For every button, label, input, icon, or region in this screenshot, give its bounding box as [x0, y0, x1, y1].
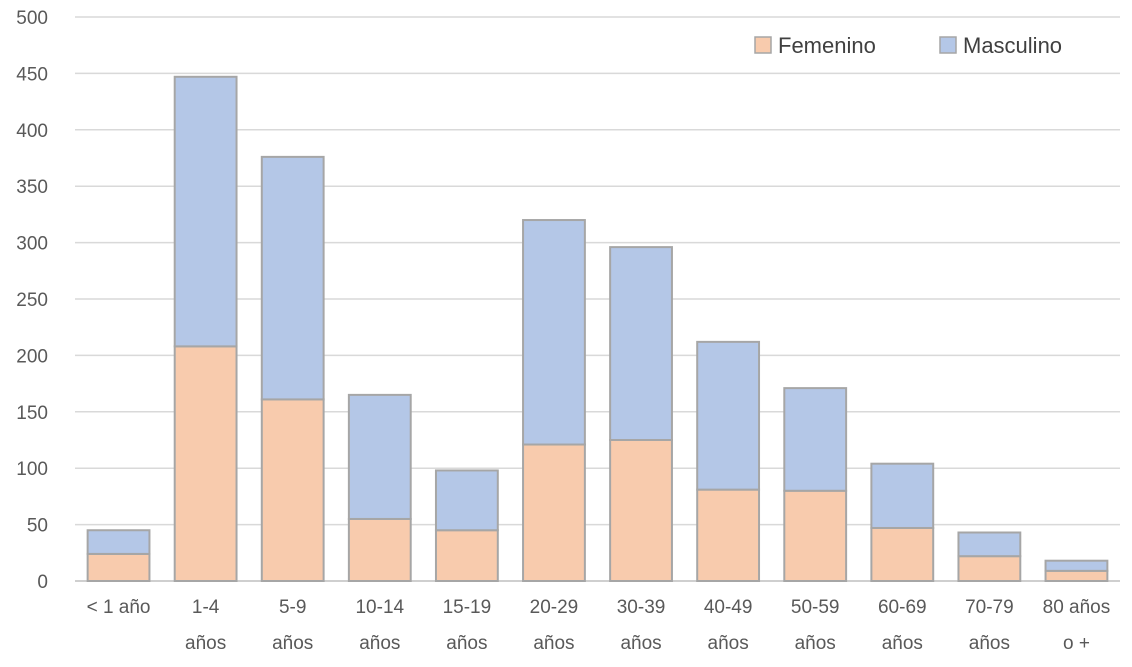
bar-masculino-9: [870, 462, 935, 529]
x-category-label-line: años: [620, 633, 661, 654]
y-tick-label: 50: [27, 516, 48, 537]
x-category-label-line: 60-69: [878, 597, 927, 618]
bar-femenino-7: [696, 488, 761, 582]
x-category-label: 20-29 años: [530, 597, 579, 654]
x-category-label-line: años: [969, 633, 1010, 654]
bar-femenino-0: [86, 552, 151, 582]
bar-masculino-1: [173, 75, 238, 348]
y-tick-label: 100: [16, 459, 48, 480]
bar-femenino-6: [609, 439, 673, 582]
x-category-label: 5-9 años: [272, 597, 313, 654]
x-category-label-line: años: [882, 633, 923, 654]
x-category-label-line: o +: [1063, 633, 1090, 654]
x-category-label-line: 5-9: [279, 597, 306, 618]
x-category-label: 15-19 años: [443, 597, 492, 654]
y-tick-label: 500: [16, 8, 48, 29]
x-category-label-line: 40-49: [704, 597, 753, 618]
bar-femenino-10: [957, 555, 1022, 583]
legend: Femenino Masculino: [754, 33, 1062, 58]
y-axis-tick-labels: 0 50 100 150 200 250 300 350 400 450 500: [16, 8, 48, 593]
x-category-label-line: años: [272, 633, 313, 654]
x-category-label: 30-39 años: [617, 597, 666, 654]
bar-femenino-3: [347, 517, 412, 583]
bar-masculino-7: [696, 340, 761, 491]
x-category-label-line: 80 años: [1043, 597, 1111, 618]
legend-label-masculino: Masculino: [963, 33, 1062, 58]
y-tick-label: 450: [16, 64, 48, 85]
bar-masculino-11: [1044, 559, 1109, 572]
y-tick-label: 200: [16, 346, 48, 367]
bar-femenino-8: [783, 489, 848, 583]
bar-femenino-4: [434, 529, 499, 582]
x-category-label-line: < 1 año: [87, 597, 151, 618]
bar-femenino-1: [173, 345, 238, 582]
bar-masculino-0: [86, 529, 151, 555]
x-category-label: 50-59 años: [791, 597, 840, 654]
bar-femenino-2: [260, 398, 325, 582]
y-tick-label: 300: [16, 234, 48, 255]
x-category-label: 40-49 años: [704, 597, 753, 654]
gridlines: [75, 16, 1120, 582]
x-category-label-line: 50-59: [791, 597, 840, 618]
bar-masculino-5: [522, 219, 586, 446]
legend-swatch-femenino: [754, 36, 772, 54]
bar-masculino-2: [260, 155, 325, 401]
x-category-label: 10-14 años: [355, 597, 404, 654]
x-category-label-line: 30-39: [617, 597, 666, 618]
x-category-label-line: 15-19: [443, 597, 492, 618]
bar-femenino-11: [1044, 569, 1109, 583]
y-tick-label: 350: [16, 177, 48, 198]
x-category-label-line: años: [708, 633, 749, 654]
x-category-label-line: años: [359, 633, 400, 654]
x-category-label-line: 10-14: [355, 597, 404, 618]
x-category-label-line: 1-4: [192, 597, 220, 618]
x-category-label: 80 años o +: [1043, 597, 1111, 654]
bar-masculino-3: [347, 393, 412, 520]
bar-femenino-9: [870, 526, 935, 583]
bar-masculino-6: [609, 246, 673, 441]
bar-femenino-5: [522, 443, 586, 582]
bar-masculino-4: [434, 469, 499, 532]
x-category-label-line: años: [795, 633, 836, 654]
x-category-label: < 1 año: [87, 597, 151, 618]
legend-swatch-masculino: [939, 36, 957, 54]
bars: [86, 75, 1109, 583]
x-category-label-line: años: [185, 633, 226, 654]
y-tick-label: 250: [16, 290, 48, 311]
y-tick-label: 0: [37, 572, 48, 593]
y-tick-label: 150: [16, 403, 48, 424]
bar-masculino-10: [957, 531, 1022, 558]
legend-label-femenino: Femenino: [778, 33, 876, 58]
x-category-label-line: 70-79: [965, 597, 1014, 618]
x-category-label: 1-4 años: [185, 597, 226, 654]
x-category-label: 60-69 años: [878, 597, 927, 654]
x-category-label-line: 20-29: [530, 597, 579, 618]
y-tick-label: 400: [16, 121, 48, 142]
x-category-label: 70-79 años: [965, 597, 1014, 654]
bar-masculino-8: [783, 387, 848, 492]
x-category-label-line: años: [446, 633, 487, 654]
x-category-label-line: años: [533, 633, 574, 654]
